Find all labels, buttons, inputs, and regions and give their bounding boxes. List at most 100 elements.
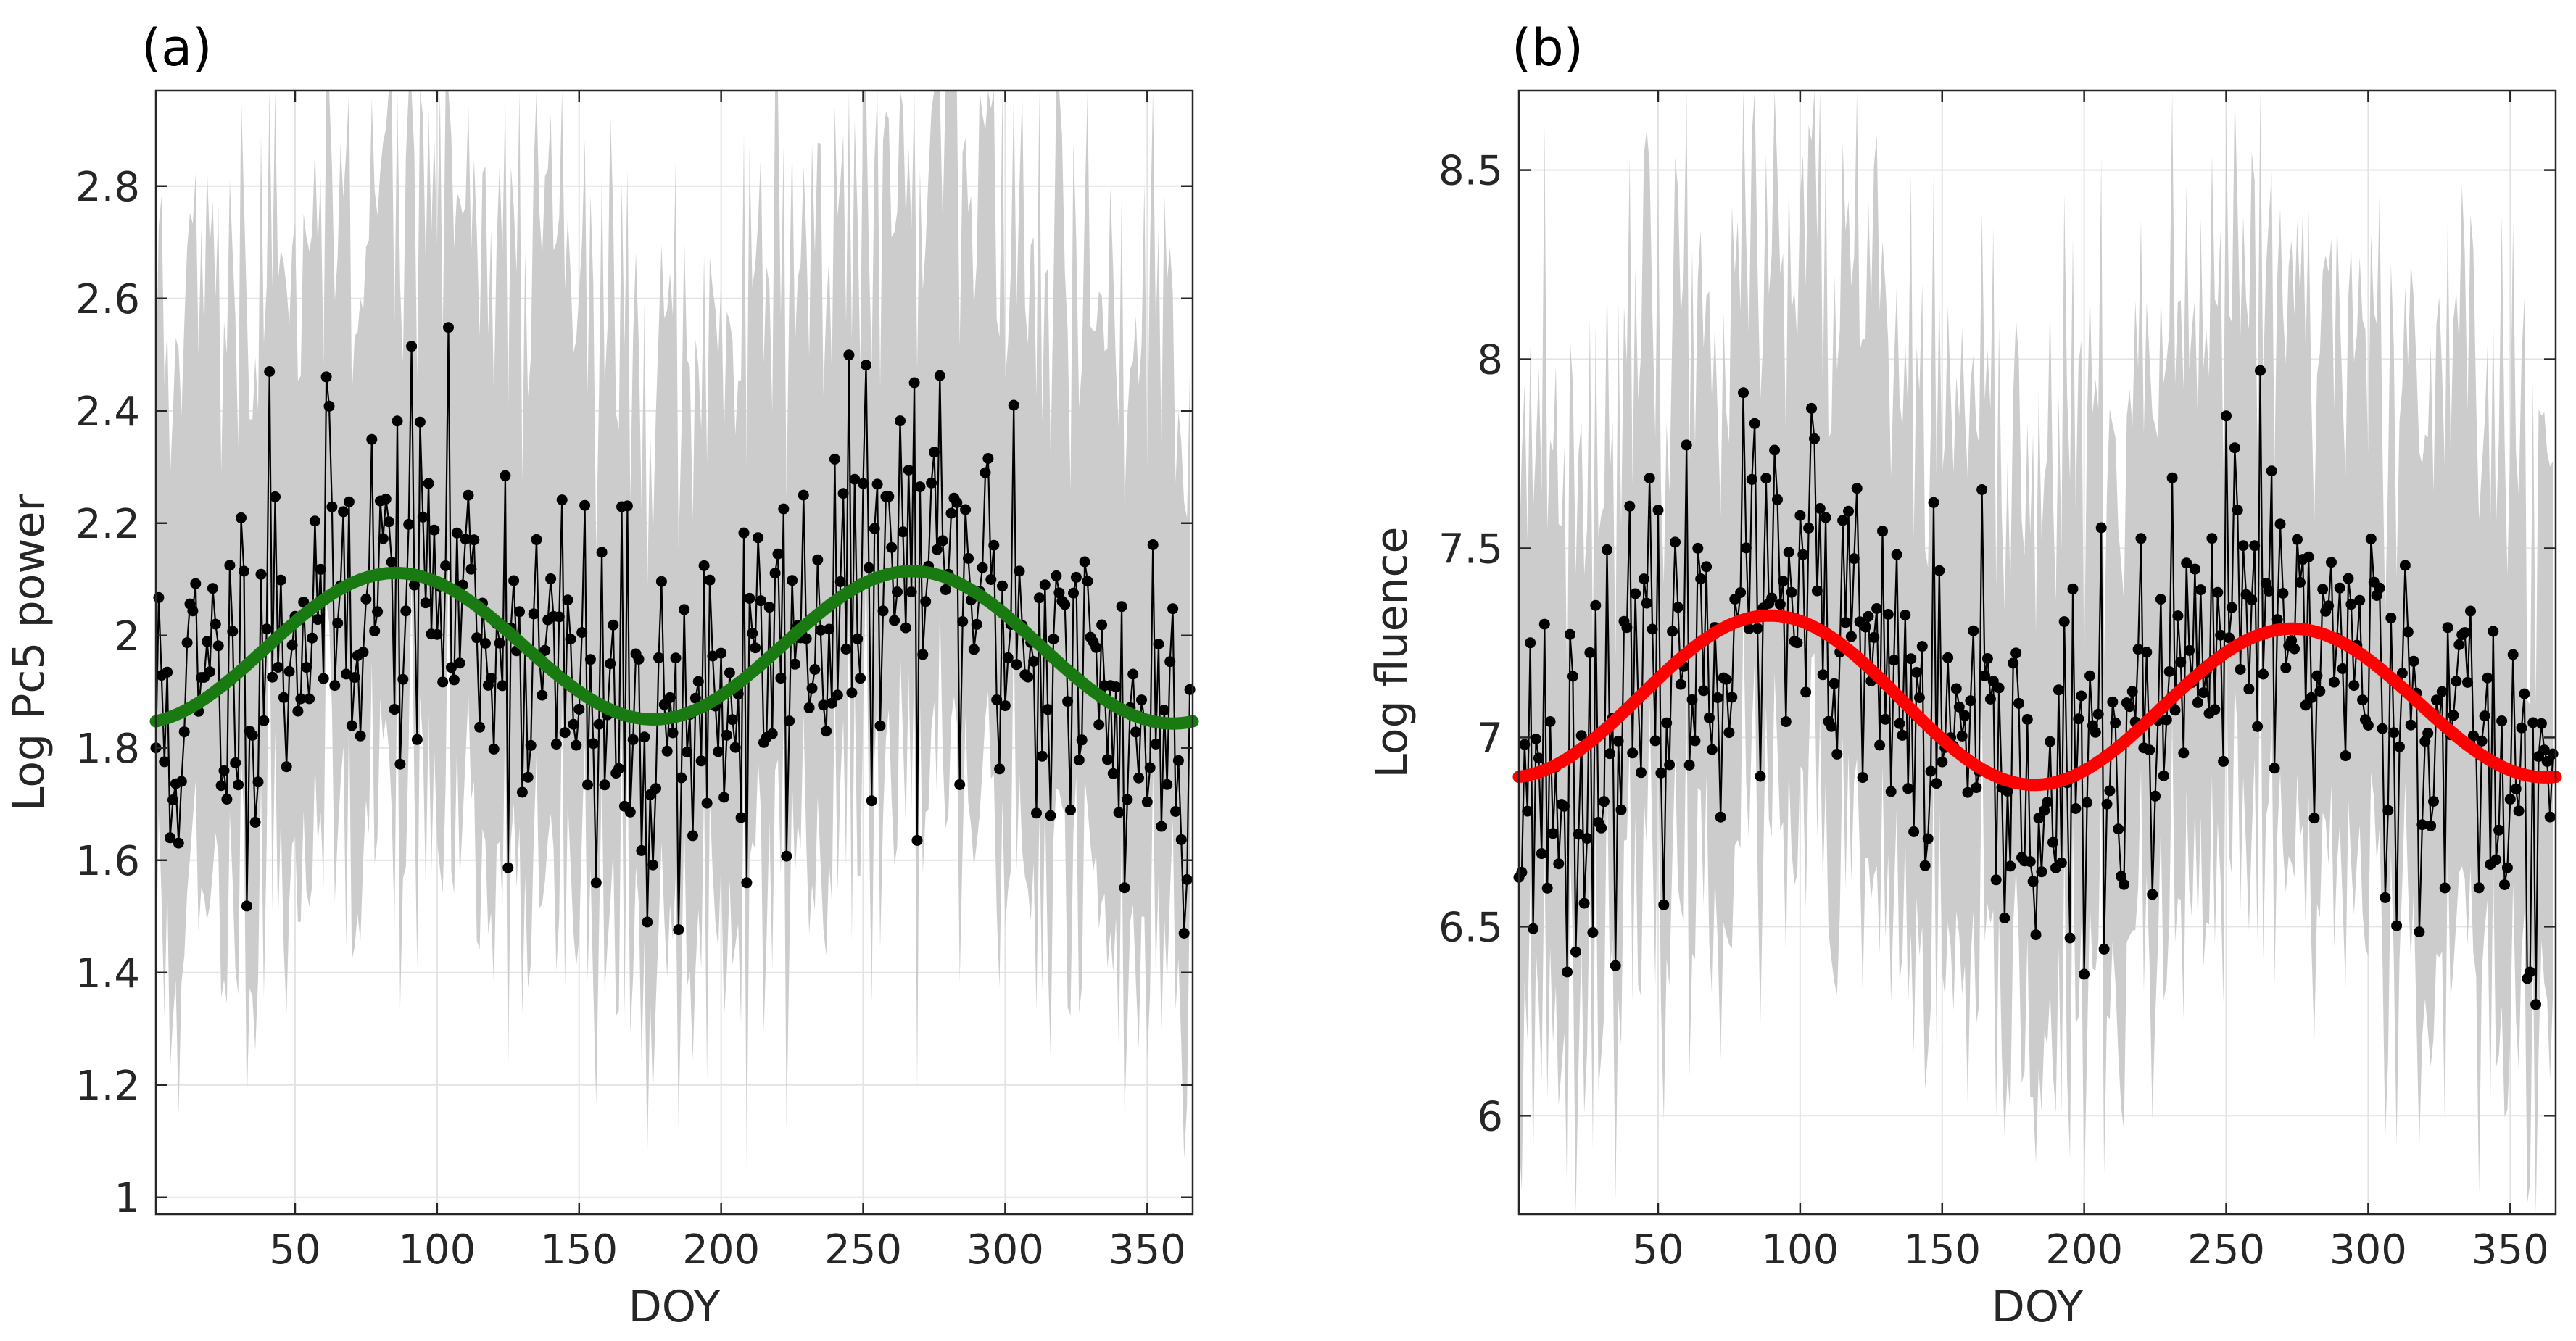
- data-point: [840, 644, 852, 655]
- data-point: [1806, 402, 1817, 414]
- data-point: [2010, 647, 2022, 659]
- data-point: [2212, 586, 2224, 598]
- data-point: [1011, 659, 1022, 670]
- data-point: [858, 478, 869, 489]
- data-point: [1621, 622, 1633, 634]
- data-point: [323, 400, 335, 412]
- data-point: [803, 702, 815, 713]
- data-point: [1051, 570, 1062, 581]
- data-point: [178, 726, 190, 738]
- data-point: [428, 524, 440, 536]
- x-tick-label: 100: [1761, 1226, 1839, 1274]
- panel-a-ylabel: Log Pc5 power: [4, 494, 54, 811]
- data-point: [1658, 899, 1670, 910]
- data-point: [573, 703, 585, 715]
- data-point: [1919, 860, 1931, 871]
- data-point: [448, 674, 460, 686]
- data-point: [1746, 473, 1757, 485]
- data-point: [2488, 626, 2499, 637]
- data-point: [1743, 623, 1755, 634]
- data-point: [286, 639, 298, 651]
- data-point: [2501, 862, 2513, 873]
- data-point: [406, 341, 418, 352]
- data-point: [1068, 587, 1079, 599]
- data-point: [1760, 473, 1772, 484]
- data-point: [1672, 602, 1683, 613]
- data-point: [877, 605, 889, 617]
- data-point: [1581, 833, 1593, 844]
- data-point: [2425, 820, 2437, 831]
- x-tick-label: 50: [1632, 1226, 1683, 1274]
- data-point: [2453, 639, 2465, 650]
- data-point: [713, 746, 724, 757]
- data-point: [1851, 483, 1863, 494]
- data-point: [207, 583, 218, 594]
- data-point: [1922, 833, 1934, 844]
- data-point: [2416, 819, 2428, 831]
- data-point: [2343, 573, 2354, 584]
- data-point: [2436, 686, 2448, 697]
- y-tick-label: 8: [1477, 337, 1503, 384]
- data-point: [525, 739, 537, 751]
- data-point: [2150, 790, 2161, 802]
- data-point: [2405, 719, 2416, 731]
- panel-b-chart: (b) 50 100 150 200 250 300 350 6 6.5 7 7.5 8 8.5 DOY…: [1367, 18, 2562, 1332]
- data-point: [165, 832, 176, 844]
- data-point: [386, 556, 397, 568]
- data-point: [202, 636, 212, 647]
- data-point: [1624, 500, 1636, 512]
- data-point: [1065, 805, 1076, 815]
- data-point: [255, 568, 267, 580]
- data-point: [2229, 442, 2240, 454]
- data-point: [1675, 678, 1686, 690]
- data-point: [593, 718, 605, 730]
- data-point: [568, 718, 579, 730]
- data-point: [1141, 796, 1153, 807]
- data-point: [784, 715, 795, 727]
- data-point: [883, 491, 895, 502]
- data-point: [249, 816, 261, 828]
- data-point: [267, 671, 278, 683]
- data-point: [2155, 594, 2166, 605]
- data-point: [1565, 628, 1575, 640]
- data-point: [2135, 533, 2147, 544]
- data-point: [315, 563, 326, 575]
- data-point: [2033, 813, 2045, 824]
- data-point: [514, 606, 525, 618]
- data-point: [1664, 759, 1676, 771]
- data-point: [181, 637, 193, 649]
- data-point: [2396, 668, 2408, 679]
- data-point: [2218, 755, 2229, 767]
- data-point: [869, 523, 880, 534]
- y-tick-label: 1.2: [75, 1063, 140, 1110]
- data-point: [787, 575, 798, 586]
- panel-b-xlabel: DOY: [1992, 1282, 2084, 1332]
- data-point: [1726, 692, 1738, 703]
- data-point: [2175, 657, 2187, 668]
- data-point: [968, 644, 980, 655]
- data-point: [2490, 854, 2502, 865]
- data-point: [1584, 647, 1596, 658]
- data-point: [497, 680, 508, 692]
- data-point: [982, 453, 994, 464]
- data-point: [2467, 730, 2479, 742]
- data-point: [239, 565, 249, 577]
- data-point: [741, 877, 753, 889]
- data-point: [2399, 560, 2411, 571]
- data-point: [301, 662, 312, 673]
- data-point: [2541, 756, 2553, 767]
- data-point: [1039, 579, 1051, 591]
- data-point: [2101, 798, 2113, 810]
- data-point: [834, 576, 846, 587]
- data-point: [539, 644, 551, 656]
- data-point: [1695, 573, 1707, 584]
- data-point: [1670, 536, 1681, 548]
- x-tick-label: 350: [2472, 1226, 2549, 1274]
- data-point: [221, 794, 233, 805]
- y-tick-label: 7: [1477, 715, 1503, 762]
- data-point: [175, 776, 187, 787]
- data-point: [2237, 540, 2249, 552]
- data-point: [954, 779, 966, 790]
- data-point: [1610, 960, 1621, 971]
